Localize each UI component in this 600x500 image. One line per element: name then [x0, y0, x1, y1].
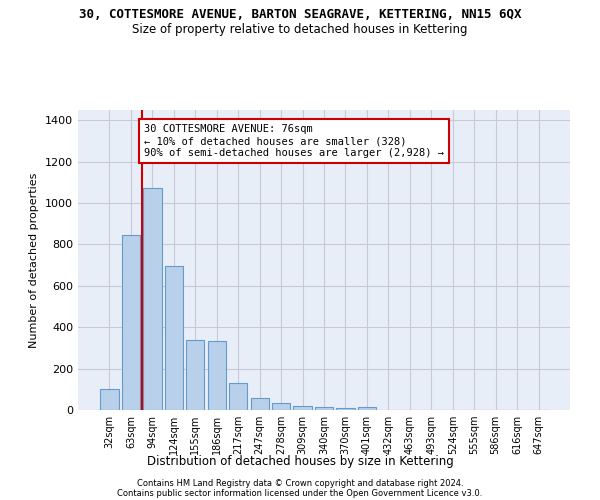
Bar [186, 340, 205, 410]
Bar [251, 398, 269, 410]
Bar [337, 408, 355, 410]
Bar [229, 383, 247, 410]
Text: Size of property relative to detached houses in Kettering: Size of property relative to detached ho… [132, 22, 468, 36]
Bar [315, 407, 333, 410]
Bar [293, 406, 311, 410]
Text: Distribution of detached houses by size in Kettering: Distribution of detached houses by size … [146, 455, 454, 468]
Text: 30, COTTESMORE AVENUE, BARTON SEAGRAVE, KETTERING, NN15 6QX: 30, COTTESMORE AVENUE, BARTON SEAGRAVE, … [79, 8, 521, 20]
Text: 30 COTTESMORE AVENUE: 76sqm
← 10% of detached houses are smaller (328)
90% of se: 30 COTTESMORE AVENUE: 76sqm ← 10% of det… [144, 124, 444, 158]
Bar [165, 266, 183, 410]
Text: Contains public sector information licensed under the Open Government Licence v3: Contains public sector information licen… [118, 488, 482, 498]
Bar [143, 188, 161, 410]
Bar [358, 407, 376, 410]
Bar [208, 340, 226, 410]
Y-axis label: Number of detached properties: Number of detached properties [29, 172, 40, 348]
Bar [100, 390, 119, 410]
Bar [122, 235, 140, 410]
Bar [272, 403, 290, 410]
Text: Contains HM Land Registry data © Crown copyright and database right 2024.: Contains HM Land Registry data © Crown c… [137, 478, 463, 488]
